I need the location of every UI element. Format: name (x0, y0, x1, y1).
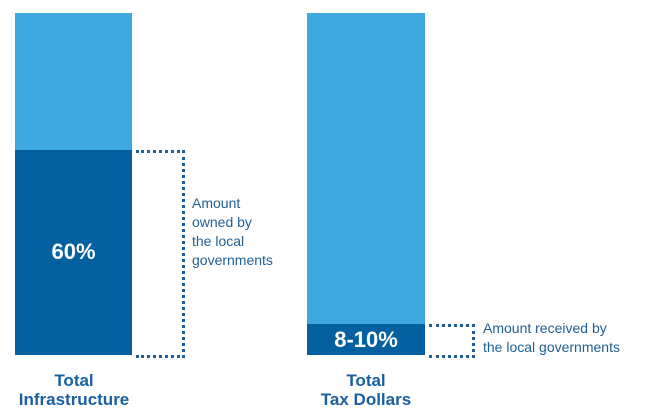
bracket-1 (429, 324, 475, 358)
bar-0-bottom (15, 149, 132, 355)
bar-1-top (307, 13, 425, 325)
bar-0-value-label: 60% (51, 239, 96, 265)
bracket-0 (136, 149, 185, 358)
category-label-1: Total Tax Dollars (320, 371, 412, 409)
bar-1-bottom (307, 324, 425, 355)
bar-1-value-label: 8-10% (334, 326, 398, 352)
category-label-0: Total Infrastructure (18, 371, 130, 409)
annotation-0: Amount owned by the local governments (192, 195, 273, 268)
bar-0-top (15, 13, 132, 150)
annotation-1: Amount received by the local governments (483, 320, 620, 355)
